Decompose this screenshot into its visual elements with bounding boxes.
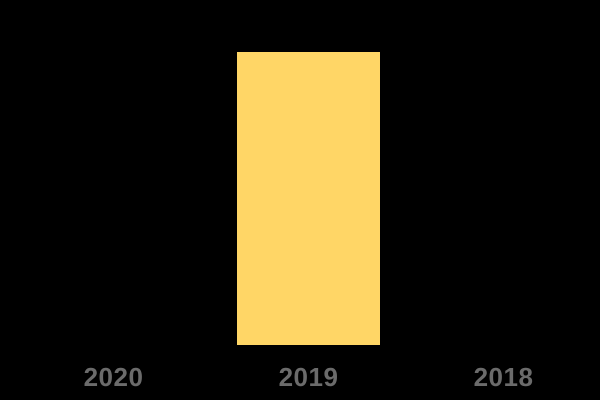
bar-slot-2019 <box>211 0 406 345</box>
x-axis-tick-labels: 2020 2019 2018 <box>16 362 600 392</box>
x-tick-label-2019: 2019 <box>278 362 339 392</box>
x-tick-label-2020: 2020 <box>83 362 144 392</box>
x-tick-label-2018: 2018 <box>473 362 534 392</box>
bar-slot-2018 <box>406 0 600 345</box>
plot-area <box>16 0 600 345</box>
bar-2019 <box>237 52 380 345</box>
bar-slot-2020 <box>16 0 211 345</box>
